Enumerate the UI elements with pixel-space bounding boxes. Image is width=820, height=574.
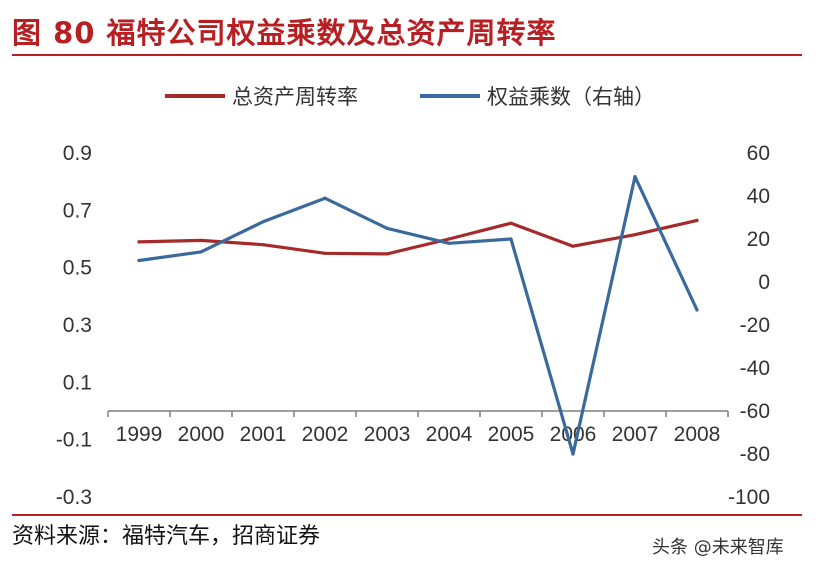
left-tick-label: 0.5 [63,257,92,280]
point-equity-multiplier [447,241,451,245]
point-asset-turnover [633,233,637,237]
right-tick-label: -60 [740,400,770,423]
point-equity-multiplier [509,237,513,241]
point-asset-turnover [571,244,575,248]
x-tick-label: 2008 [674,423,721,446]
left-tick-label: -0.3 [56,486,92,509]
x-tick-label: 2001 [240,423,287,446]
right-tick-label: -20 [740,314,770,337]
series-line-asset-turnover [137,218,699,256]
point-equity-multiplier [633,175,637,179]
watermark: 头条 @未来智库 [652,537,784,558]
right-tick-label: 60 [747,142,770,165]
x-axis [107,410,729,417]
right-tick-label: 40 [747,185,770,208]
point-asset-turnover [385,252,389,256]
point-asset-turnover [261,243,265,247]
right-tick-label: -40 [740,357,770,380]
left-axis-ticks: 0.9 0.7 0.5 0.3 0.1 -0.1 -0.3 [56,142,92,509]
point-asset-turnover [509,221,513,225]
footer-rule [12,514,802,516]
point-asset-turnover [447,237,451,241]
series-layer [137,175,699,456]
left-tick-label: 0.7 [63,199,92,222]
x-axis-ticks: 1999 2000 2001 2002 2003 2004 2005 2006 2007 2008 [116,423,721,446]
right-tick-label: -80 [740,443,770,466]
left-tick-label: -0.1 [56,429,92,452]
title-rule [12,54,802,56]
x-tick-label: 2003 [364,423,411,446]
x-tick-label: 2007 [612,423,659,446]
x-tick-label: 1999 [116,423,163,446]
x-tick-label: 2005 [488,423,535,446]
x-tick-label: 2002 [302,423,349,446]
legend-label-asset-turnover: 总资产周转率 [232,85,358,109]
right-tick-label: -100 [728,486,770,509]
point-asset-turnover [137,240,141,244]
point-equity-multiplier [323,196,327,200]
x-tick-label: 2004 [426,423,473,446]
x-tick-label: 2000 [178,423,225,446]
figure-title: 图 80 福特公司权益乘数及总资产周转率 [12,16,557,50]
left-tick-label: 0.3 [63,314,92,337]
point-equity-multiplier [695,308,699,312]
legend: 总资产周转率 权益乘数（右轴） [165,85,655,109]
point-equity-multiplier [261,220,265,224]
legend-label-equity-multiplier: 权益乘数（右轴） [487,85,655,109]
source-note: 资料来源：福特汽车，招商证券 [12,524,321,549]
point-asset-turnover [199,238,203,243]
x-tick-label: 2006 [550,423,597,446]
point-asset-turnover [695,218,699,222]
left-tick-label: 0.9 [63,142,92,165]
right-tick-label: 0 [758,271,770,294]
left-tick-label: 0.1 [63,371,92,394]
point-equity-multiplier [571,452,575,456]
series-line-equity-multiplier [137,175,699,456]
right-tick-label: 20 [747,228,770,251]
point-equity-multiplier [137,258,141,263]
point-asset-turnover [323,251,327,255]
point-equity-multiplier [385,226,389,230]
point-equity-multiplier [199,250,203,254]
right-axis-ticks: 60 40 20 0 -20 -40 -60 -80 -100 [728,142,770,509]
